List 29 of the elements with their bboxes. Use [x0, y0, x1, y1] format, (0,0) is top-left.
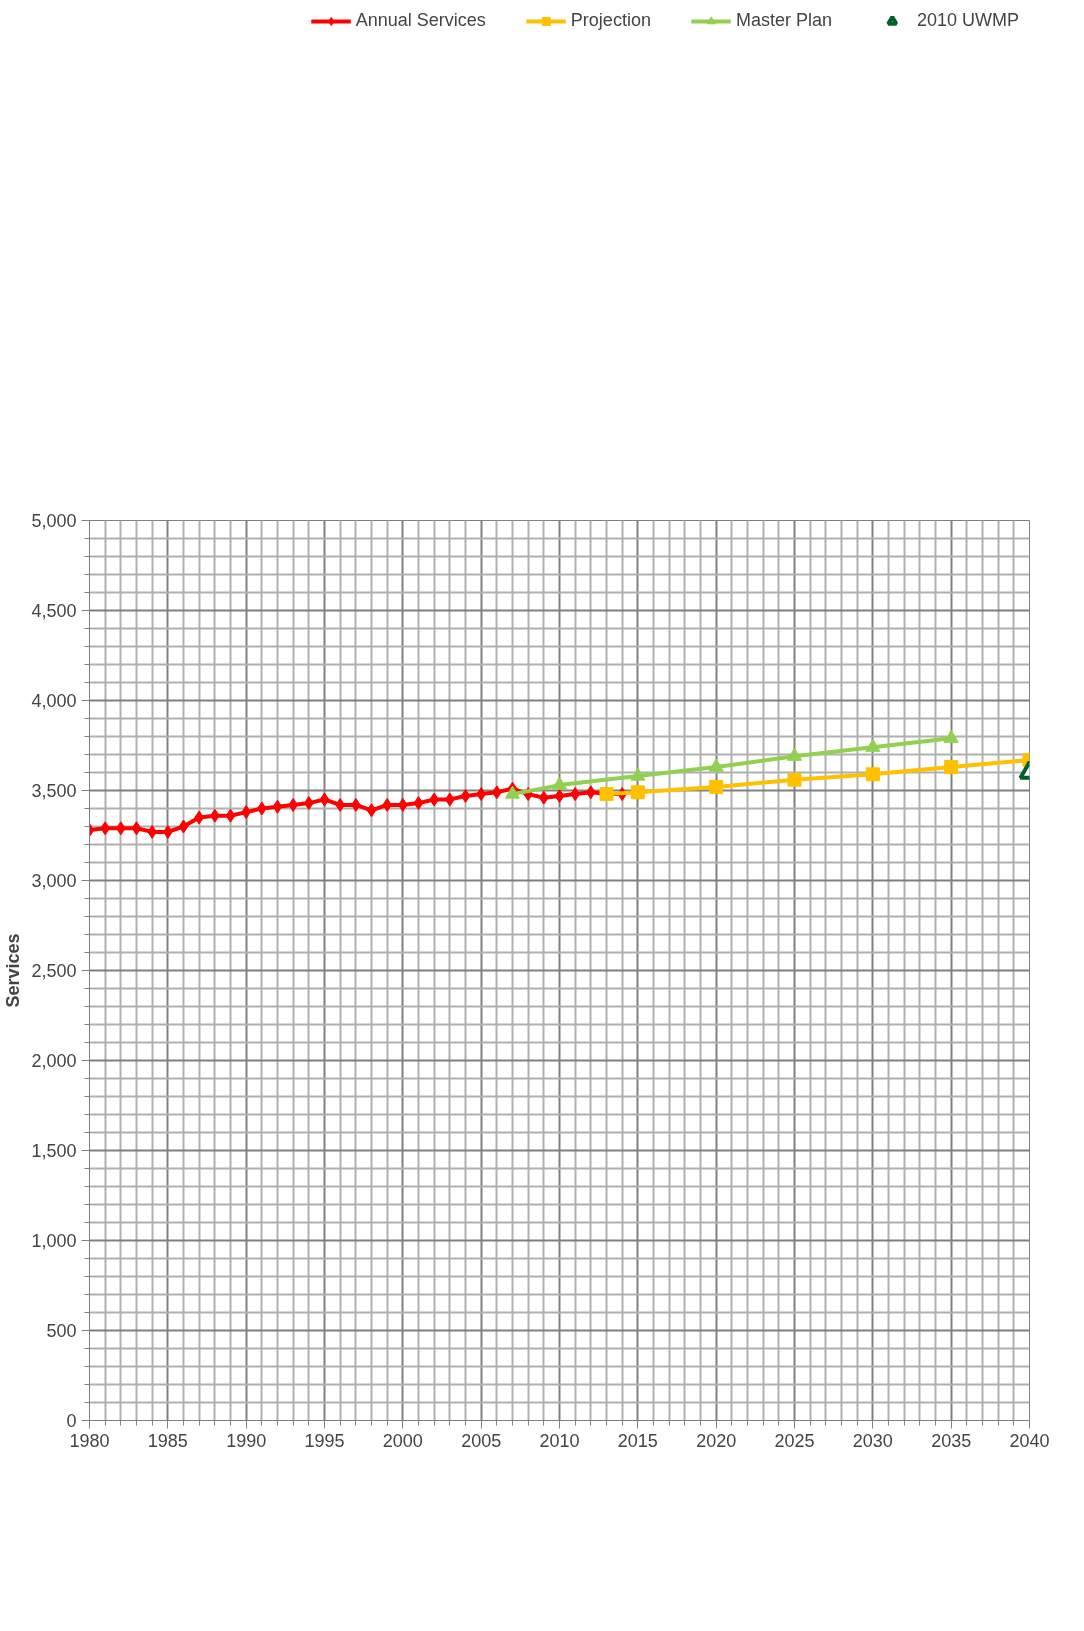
- x-tick-label: 2035: [931, 1430, 972, 1451]
- y-tick-label: 3,000: [31, 871, 77, 891]
- x-tick-label: 1995: [304, 1430, 345, 1451]
- x-tick-label: 1980: [69, 1430, 110, 1451]
- x-tick-label: 2025: [774, 1430, 815, 1451]
- y-tick-label: 2,000: [31, 1051, 77, 1071]
- x-tick-label: 2020: [696, 1430, 737, 1451]
- y-tick-label: 4,500: [31, 601, 77, 621]
- y-tick-label: 3,500: [31, 781, 77, 801]
- legend-label: Annual Services: [355, 10, 486, 31]
- y-tick-label: 1,500: [31, 1141, 77, 1161]
- x-tick-label: 2030: [852, 1430, 893, 1451]
- y-tick-label: 1,000: [31, 1231, 77, 1251]
- x-tick-label: 2040: [1009, 1430, 1050, 1451]
- legend-label: Projection: [570, 10, 651, 31]
- legend-label: Master Plan: [735, 10, 832, 31]
- y-axis-title: Services: [3, 933, 24, 1008]
- y-tick-label: 4,000: [31, 691, 77, 711]
- x-tick-label: 2015: [617, 1430, 658, 1451]
- x-tick-label: 2005: [461, 1430, 502, 1451]
- y-tick-label: 2,500: [31, 961, 77, 981]
- y-tick-label: 5,000: [31, 511, 77, 531]
- x-tick-label: 1985: [147, 1430, 188, 1451]
- y-tick-label: 0: [66, 1411, 77, 1431]
- x-tick-label: 2000: [382, 1430, 423, 1451]
- y-tick-label: 500: [46, 1321, 77, 1341]
- x-tick-label: 2010: [539, 1430, 580, 1451]
- x-tick-label: 1990: [226, 1430, 267, 1451]
- legend-label: 2010 UWMP: [916, 10, 1019, 31]
